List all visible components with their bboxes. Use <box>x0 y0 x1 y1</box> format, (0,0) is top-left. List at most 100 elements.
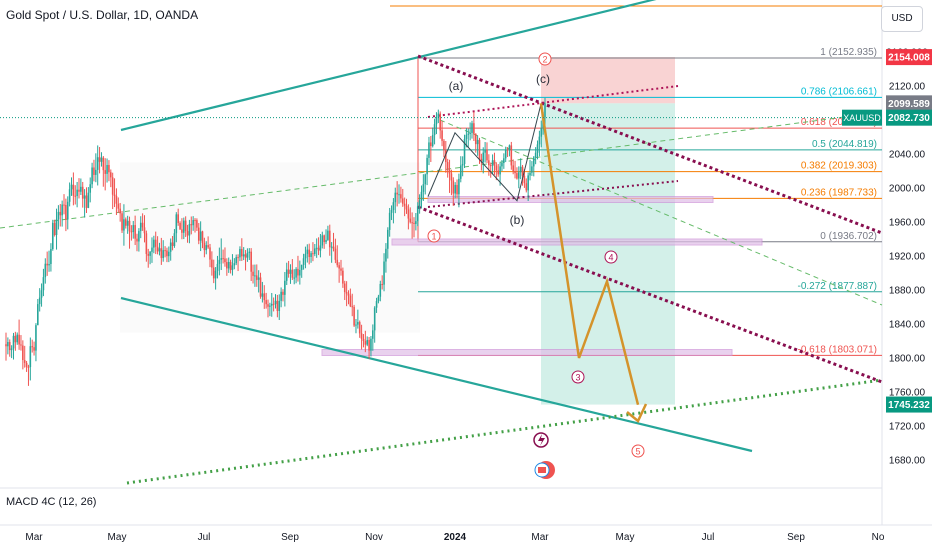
candle <box>216 255 219 279</box>
candle-body <box>250 251 252 272</box>
candle <box>53 219 56 237</box>
candle-body <box>59 211 62 216</box>
candle <box>293 269 296 285</box>
candle-body <box>151 247 153 252</box>
zone-box <box>321 349 733 356</box>
candle <box>538 130 541 157</box>
candle <box>516 167 518 180</box>
candle-body <box>424 174 427 185</box>
candle <box>360 324 363 350</box>
candle <box>248 248 251 260</box>
projection-path <box>539 103 640 406</box>
candle <box>407 204 410 230</box>
candle-body <box>35 325 37 351</box>
candle-body <box>270 303 273 306</box>
candle-body <box>104 170 106 174</box>
candle-body <box>504 149 507 159</box>
candle-body <box>538 136 541 145</box>
candle <box>295 267 297 284</box>
candle-body <box>411 222 413 224</box>
candle <box>25 360 28 372</box>
fib-level-label: 0.618 (2070.442) <box>801 117 877 128</box>
candle-body <box>461 164 464 166</box>
candle <box>254 264 256 287</box>
candle-body <box>480 158 483 163</box>
candle <box>328 224 331 256</box>
candle <box>190 216 193 235</box>
currency-button[interactable]: USD <box>881 6 923 32</box>
fib-level-label: 0 (1936.702) <box>820 231 877 242</box>
candle <box>529 159 531 181</box>
candle-body <box>244 254 247 258</box>
candle-body <box>300 264 303 271</box>
candle <box>278 294 281 321</box>
candle-body <box>394 192 397 203</box>
candle <box>366 336 369 347</box>
candle-body <box>265 300 267 305</box>
candle-body <box>386 229 389 249</box>
candle <box>319 233 322 258</box>
candle-body <box>108 164 110 173</box>
candle-body <box>506 149 509 151</box>
candle <box>14 331 17 351</box>
candle <box>413 217 415 238</box>
candle <box>224 247 226 267</box>
candle-body <box>205 245 208 251</box>
candle <box>108 160 110 182</box>
time-tick: Jul <box>198 532 211 543</box>
candle <box>398 184 400 204</box>
candle <box>76 181 78 208</box>
candle-body <box>497 170 500 175</box>
candle-body <box>48 263 50 266</box>
candle <box>401 188 404 207</box>
candle <box>405 198 408 214</box>
candle-body <box>338 265 340 269</box>
candle <box>315 238 318 258</box>
wave-label-circle <box>604 250 618 264</box>
indicator-label[interactable]: MACD 4C (12, 26) <box>6 496 97 508</box>
candle-body <box>209 247 211 260</box>
candle <box>244 250 247 271</box>
candle-body <box>12 335 15 349</box>
candle <box>379 280 382 302</box>
candle <box>426 154 428 186</box>
time-axis: Mar May Jul Sep Nov 2024 Mar May Jul Sep No <box>25 532 884 543</box>
candle-body <box>134 225 136 239</box>
candle <box>132 220 135 239</box>
candle-body <box>469 132 471 134</box>
candle-body <box>478 139 481 159</box>
candle <box>188 219 191 244</box>
candle <box>269 302 271 317</box>
candle-body <box>145 233 148 254</box>
candle-body <box>37 304 39 326</box>
candle <box>102 156 105 187</box>
candle <box>83 189 86 218</box>
candle <box>235 254 237 266</box>
fib-level-label: 1 (2152.935) <box>820 47 877 58</box>
candle <box>435 112 438 135</box>
candle <box>540 120 543 148</box>
candle-body <box>87 192 90 208</box>
candle <box>23 345 26 368</box>
candle <box>51 219 54 251</box>
candle-body <box>284 280 286 295</box>
candle-body <box>10 348 13 351</box>
symbol-tag-box <box>842 109 882 126</box>
candle-body <box>117 203 120 209</box>
candle <box>5 332 7 361</box>
candle-body <box>207 245 209 248</box>
candle-body <box>377 296 380 302</box>
candle-body <box>5 344 7 347</box>
candle-body <box>531 166 533 173</box>
candle <box>218 247 221 276</box>
candle <box>437 109 440 124</box>
candle-body <box>63 204 65 206</box>
candle <box>394 187 397 214</box>
candle-body <box>7 342 9 347</box>
candle <box>452 177 455 206</box>
candle-body <box>390 210 393 213</box>
wedge-upper-line <box>427 85 679 118</box>
candle <box>450 169 453 196</box>
candle-body <box>46 263 48 266</box>
